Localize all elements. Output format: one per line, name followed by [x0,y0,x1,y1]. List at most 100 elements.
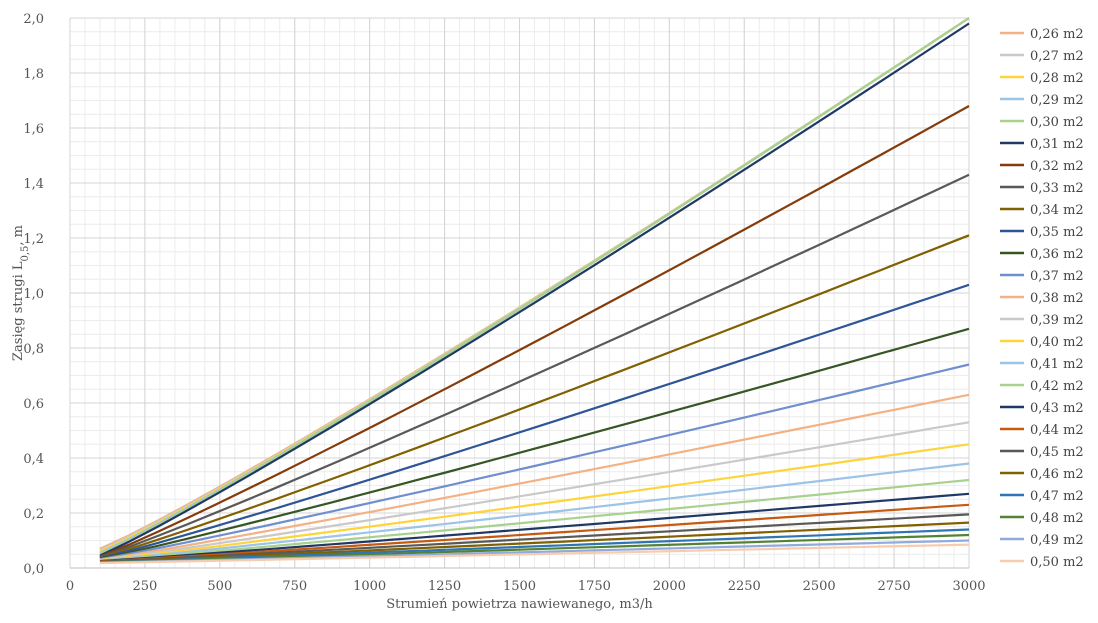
legend-item: 0,28 m2 [1000,71,1084,86]
legend-item: 0,48 m2 [1000,511,1084,526]
x-tick-label: 2250 [728,579,761,594]
y-axis-title-subscript: 0,5 [20,246,31,262]
series-line [99,283,970,560]
legend-label: 0,38 m2 [1030,291,1084,306]
legend-item: 0,43 m2 [1000,401,1084,416]
legend-label: 0,39 m2 [1030,313,1084,328]
legend-item: 0,49 m2 [1000,533,1084,548]
series-line [99,462,970,562]
legend-item: 0,35 m2 [1000,225,1084,240]
legend-item: 0,26 m2 [1000,27,1084,42]
x-tick-label: 1000 [353,579,386,594]
x-tick-label: 1750 [578,579,611,594]
legend-label: 0,33 m2 [1030,181,1084,196]
legend-item: 0,37 m2 [1000,269,1084,284]
legend-item: 0,27 m2 [1000,49,1084,64]
legend-label: 0,36 m2 [1030,247,1084,262]
legend-label: 0,48 m2 [1030,511,1084,526]
x-tick-label: 2750 [878,579,911,594]
legend-item: 0,41 m2 [1000,357,1084,372]
series-line [99,105,970,558]
legend-item: 0,44 m2 [1000,423,1084,438]
series-line [99,327,970,560]
legend-item: 0,47 m2 [1000,489,1084,504]
y-axis-title-main: Zasięg strugi L [11,261,26,361]
legend-item: 0,38 m2 [1000,291,1084,306]
series-line [99,22,970,557]
legend-label: 0,31 m2 [1030,137,1084,152]
legend-item: 0,30 m2 [1000,115,1084,130]
legend-item: 0,42 m2 [1000,379,1084,394]
legend-item: 0,46 m2 [1000,467,1084,482]
series-line [99,17,970,556]
legend-label: 0,40 m2 [1030,335,1084,350]
series-line [99,234,970,559]
y-tick-label: 0,4 [23,452,44,467]
series-line [99,503,970,563]
legend-label: 0,43 m2 [1030,401,1084,416]
series-line [99,492,970,563]
legend-item: 0,32 m2 [1000,159,1084,174]
legend-label: 0,47 m2 [1030,489,1084,504]
series-line [99,443,970,562]
y-tick-label: 1,0 [23,287,44,302]
x-axis-title: Strumień powietrza nawiewanego, m3/h [386,597,653,612]
legend-label: 0,37 m2 [1030,269,1084,284]
x-tick-label: 2000 [653,579,686,594]
series-line [99,173,970,559]
series-line [99,363,970,561]
grid [69,17,970,569]
y-tick-label: 1,8 [23,67,44,82]
y-tick-label: 0,0 [23,562,44,577]
legend-label: 0,28 m2 [1030,71,1084,86]
y-axis-title: Zasięg strugi L0,5, m [11,225,31,361]
legend-item: 0,34 m2 [1000,203,1084,218]
legend-label: 0,27 m2 [1030,49,1084,64]
series-line [99,393,970,561]
series-line [99,513,970,563]
legend-label: 0,50 m2 [1030,555,1084,570]
series-line [99,478,970,562]
legend-label: 0,30 m2 [1030,115,1084,130]
legend-label: 0,34 m2 [1030,203,1084,218]
y-axis-title-unit: , m [11,225,26,246]
series-line [99,521,970,564]
x-tick-label: 2500 [803,579,836,594]
legend-label: 0,32 m2 [1030,159,1084,174]
legend-item: 0,40 m2 [1000,335,1084,350]
series-lines [99,17,970,565]
y-tick-label: 1,2 [23,232,44,247]
y-tick-label: 1,6 [23,122,44,137]
legend-item: 0,50 m2 [1000,555,1084,570]
legend-label: 0,45 m2 [1030,445,1084,460]
legend-label: 0,26 m2 [1030,27,1084,42]
legend-label: 0,41 m2 [1030,357,1084,372]
y-tick-label: 0,2 [23,507,44,522]
y-tick-labels: 0,0 0,2 0,4 0,6 0,8 1,0 1,2 1,4 1,6 1,8 2,0 [23,12,44,577]
legend-item: 0,39 m2 [1000,313,1084,328]
x-tick-label: 1250 [428,579,461,594]
legend-item: 0,31 m2 [1000,137,1084,152]
legend-label: 0,49 m2 [1030,533,1084,548]
y-tick-label: 2,0 [23,12,44,27]
y-tick-label: 1,4 [23,177,44,192]
legend: 0,26 m2 0,27 m2 0,28 m2 0,29 m2 0,30 m2 0,31 … [1000,27,1084,570]
x-tick-label: 3000 [952,579,985,594]
x-tick-labels: 0 250 500 750 1000 1250 1500 1750 2000 2250 2500 27… [66,579,986,594]
legend-item: 0,29 m2 [1000,93,1084,108]
y-tick-label: 0,8 [23,342,44,357]
legend-label: 0,46 m2 [1030,467,1084,482]
series-line [99,421,970,562]
legend-label: 0,29 m2 [1030,93,1084,108]
x-tick-label: 750 [282,579,307,594]
y-tick-label: 0,6 [23,397,44,412]
x-tick-label: 0 [66,579,74,594]
x-tick-label: 500 [207,579,232,594]
legend-label: 0,42 m2 [1030,379,1084,394]
series-line [99,543,970,565]
legend-item: 0,36 m2 [1000,247,1084,262]
legend-label: 0,35 m2 [1030,225,1084,240]
legend-item: 0,45 m2 [1000,445,1084,460]
